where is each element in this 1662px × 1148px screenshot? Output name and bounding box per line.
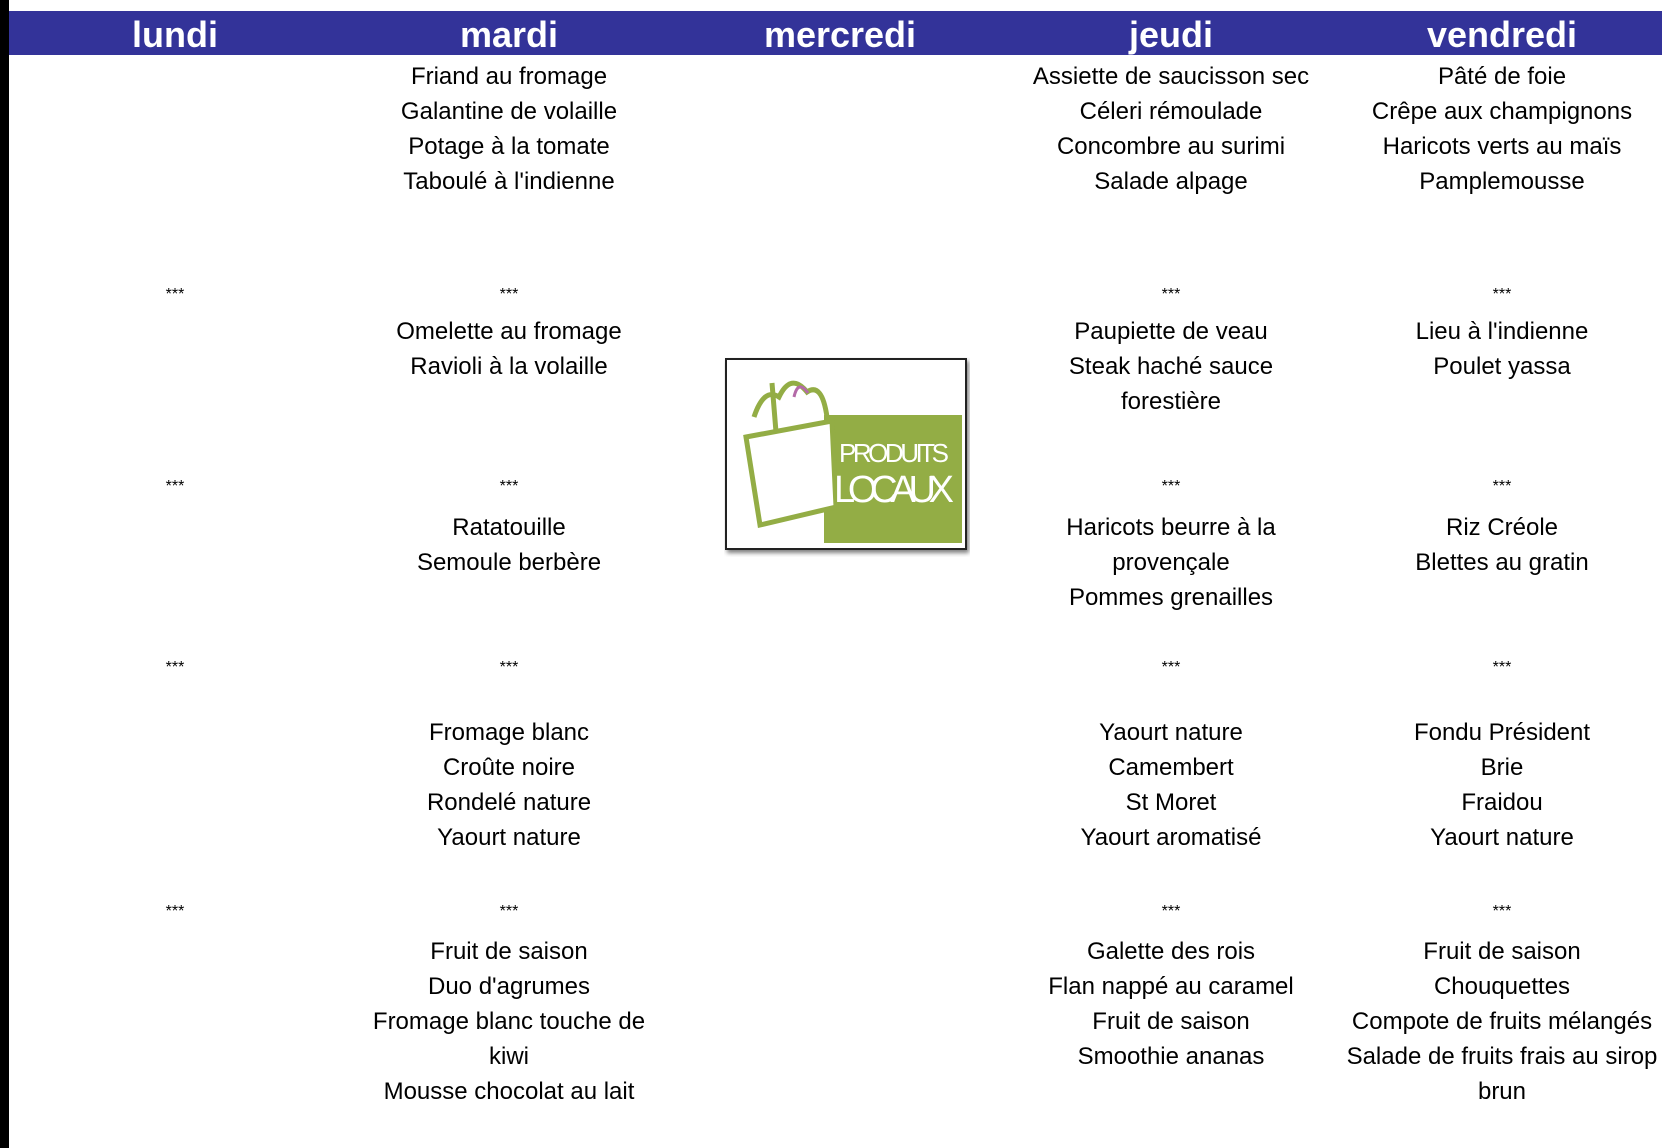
menu-item: Galantine de volaille: [400, 98, 618, 125]
menu-item: Salade de fruits frais au sirop brun: [1346, 1043, 1658, 1105]
local-products-logo: PRODUITS LOCAUX: [725, 358, 967, 550]
menu-item: Galette des rois: [1086, 938, 1256, 965]
separator: ***: [1161, 659, 1181, 676]
menu-block: Haricots beurre à la provençale Pommes gr…: [1020, 510, 1322, 615]
menu-item: Haricots beurre à la provençale: [1066, 514, 1276, 576]
menu-block: Ratatouille Semoule berbère: [355, 510, 663, 580]
menu-item: Fruit de saison: [1423, 938, 1581, 965]
menu-block: Fruit de saison Duo d'agrumes Fromage blan…: [355, 934, 663, 1109]
menu-item: Concombre au surimi: [1056, 133, 1286, 160]
day-header: jeudi: [1128, 14, 1213, 55]
menu-item: Céleri rémoulade: [1079, 98, 1263, 125]
menu-item: Ratatouille: [452, 514, 566, 541]
logo-text: LOCAUX: [834, 469, 954, 511]
menu-item: Ravioli à la volaille: [410, 353, 608, 380]
menu-item: Fromage blanc touche de kiwi: [372, 1008, 646, 1070]
menu-item: Yaourt nature: [1099, 719, 1243, 746]
menu-item: Brie: [1480, 754, 1524, 781]
menu-item: Poulet yassa: [1433, 353, 1571, 380]
separator: ***: [165, 286, 185, 303]
menu-item: Mousse chocolat au lait: [383, 1078, 635, 1105]
menu-item: Friand au fromage: [410, 63, 608, 90]
day-header: mercredi: [763, 14, 917, 55]
menu-block: Paupiette de veau Steak haché sauce fores…: [1020, 314, 1322, 419]
separator: ***: [1492, 903, 1512, 920]
menu-block: Pâté de foie Crêpe aux champignons Haricot…: [1337, 59, 1662, 199]
menu-item: Rondelé nature: [426, 789, 592, 816]
separator: ***: [499, 903, 519, 920]
day-header: lundi: [132, 14, 218, 55]
menu-item: Fruit de saison: [430, 938, 588, 965]
day-header: mardi: [459, 14, 559, 55]
menu-item: Yaourt nature: [1430, 824, 1574, 851]
menu-item: Crêpe aux champignons: [1371, 98, 1633, 125]
menu-block: Fromage blanc Croûte noire Rondelé nature Y…: [355, 715, 663, 855]
menu-block: Galette des rois Flan nappé au caramel Fru…: [1020, 934, 1322, 1074]
separator: ***: [165, 659, 185, 676]
menu-item: Steak haché sauce forestière: [1068, 353, 1274, 415]
menu-item: Smoothie ananas: [1077, 1043, 1265, 1070]
menu-item: Assiette de saucisson sec: [1032, 63, 1310, 90]
menu-block: Lieu à l'indienne Poulet yassa: [1337, 314, 1662, 384]
menu-item: Lieu à l'indienne: [1415, 318, 1589, 345]
menu-block: Riz Créole Blettes au gratin: [1337, 510, 1662, 580]
menu-item: Fromage blanc: [428, 719, 590, 746]
menu-item: Salade alpage: [1094, 168, 1248, 195]
separator: ***: [499, 478, 519, 495]
day-header: vendredi: [1426, 14, 1578, 55]
menu-item: Pamplemousse: [1419, 168, 1585, 195]
menu-item: Semoule berbère: [416, 549, 602, 576]
menu-item: Fondu Président: [1413, 719, 1591, 746]
separator: ***: [1161, 903, 1181, 920]
menu-item: Compote de fruits mélangés: [1351, 1008, 1653, 1035]
menu-item: St Moret: [1125, 789, 1217, 816]
menu-item: Yaourt aromatisé: [1080, 824, 1262, 851]
menu-item: Flan nappé au caramel: [1048, 973, 1294, 1000]
separator: ***: [165, 478, 185, 495]
menu-item: Haricots verts au maïs: [1382, 133, 1622, 160]
menu-item: Blettes au gratin: [1415, 549, 1589, 576]
menu-block: Omelette au fromage Ravioli à la volaille: [355, 314, 663, 384]
menu-item: Omelette au fromage: [396, 318, 622, 345]
menu-item: Duo d'agrumes: [428, 973, 590, 1000]
separator: ***: [1492, 659, 1512, 676]
menu-item: Potage à la tomate: [408, 133, 610, 160]
menu-block: Fondu Président Brie Fraidou Yaourt nature: [1337, 715, 1662, 855]
menu-item: Pâté de foie: [1437, 63, 1567, 90]
separator: ***: [1161, 286, 1181, 303]
menu-block: Yaourt nature Camembert St Moret Yaourt aro…: [1020, 715, 1322, 855]
menu-block: Assiette de saucisson sec Céleri rémoulad…: [1020, 59, 1322, 199]
menu-item: Paupiette de veau: [1074, 318, 1268, 345]
separator: ***: [165, 903, 185, 920]
menu-item: Pommes grenailles: [1068, 584, 1274, 611]
menu-item: Camembert: [1108, 754, 1234, 781]
menu-item: Yaourt nature: [437, 824, 581, 851]
logo-text: PRODUITS: [839, 438, 949, 468]
menu-item: Fraidou: [1461, 789, 1543, 816]
separator: ***: [499, 286, 519, 303]
separator: ***: [1492, 286, 1512, 303]
left-border: [0, 0, 9, 1148]
menu-block: Friand au fromage Galantine de volaille Po…: [355, 59, 663, 199]
separator: ***: [1161, 478, 1181, 495]
header-bar: [9, 11, 1662, 55]
menu-item: Fruit de saison: [1092, 1008, 1250, 1035]
menu-item: Riz Créole: [1445, 514, 1559, 541]
separator: ***: [499, 659, 519, 676]
menu-item: Taboulé à l'indienne: [403, 168, 615, 195]
separator: ***: [1492, 478, 1512, 495]
menu-block: Fruit de saison Chouquettes Compote de fru…: [1337, 934, 1662, 1109]
menu-item: Chouquettes: [1433, 973, 1571, 1000]
menu-item: Croûte noire: [442, 754, 576, 781]
